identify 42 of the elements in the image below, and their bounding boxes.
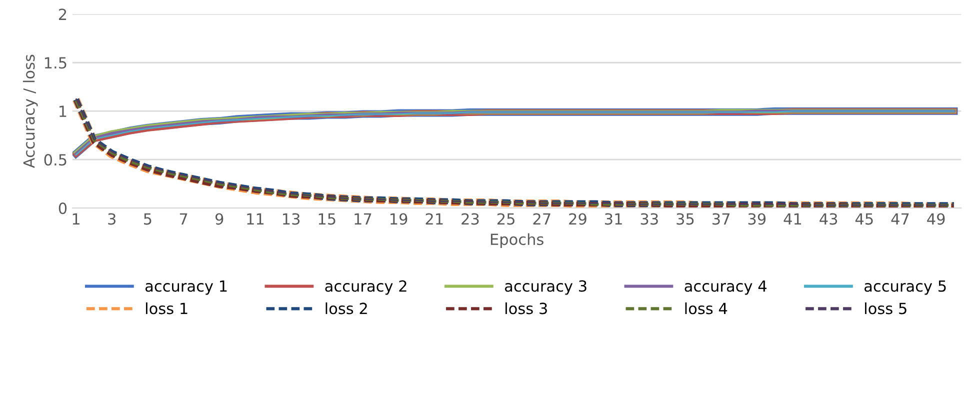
- x-tick-label: 49: [927, 213, 945, 225]
- legend-label: accuracy 2: [325, 280, 406, 295]
- x-axis-title: Epochs: [490, 233, 544, 248]
- legend-label: accuracy 1: [145, 280, 227, 295]
- x-tick-label: 43: [820, 213, 838, 225]
- x-tick-label: 7: [180, 213, 188, 225]
- x-tick-label: 13: [283, 213, 300, 225]
- x-tick-label: 45: [855, 213, 873, 225]
- x-tick-label: 39: [748, 213, 766, 225]
- x-tick-label: 15: [318, 213, 336, 225]
- x-tick-label: 11: [247, 213, 264, 225]
- x-tick-label: 31: [605, 213, 622, 225]
- legend-label: loss 3: [506, 302, 547, 314]
- y-tick-label: 0: [58, 202, 67, 214]
- x-tick-label: 25: [497, 213, 514, 225]
- y-tick-label: 1: [60, 106, 66, 117]
- x-tick-label: 1: [72, 213, 80, 225]
- legend-label: accuracy 3: [505, 280, 586, 295]
- x-tick-label: 27: [533, 213, 550, 225]
- x-tick-label: 3: [108, 213, 116, 225]
- legend-label: accuracy 4: [684, 280, 766, 295]
- x-tick-label: 37: [712, 213, 730, 225]
- x-tick-label: 9: [215, 213, 224, 225]
- x-tick-label: 35: [676, 213, 694, 225]
- legend-label: loss 4: [685, 302, 728, 314]
- y-tick-label: 1.5: [44, 57, 66, 69]
- x-tick-label: 29: [569, 213, 586, 225]
- x-tick-label: 47: [891, 213, 909, 225]
- x-tick-label: 19: [390, 213, 408, 225]
- legend-label: loss 1: [146, 302, 188, 314]
- x-tick-label: 5: [144, 213, 152, 225]
- x-tick-label: 23: [462, 213, 479, 225]
- y-tick-label: 2: [58, 8, 66, 20]
- x-tick-label: 41: [784, 213, 802, 225]
- x-tick-label: 33: [640, 213, 658, 225]
- legend-label: accuracy 5: [864, 280, 946, 295]
- legend-label: loss 5: [865, 302, 906, 314]
- y-tick-label: 0.5: [44, 154, 66, 166]
- x-tick-label: 21: [426, 213, 443, 225]
- y-axis-title: Accuracy / loss: [22, 54, 38, 168]
- legend-label: loss 2: [326, 302, 367, 314]
- x-tick-label: 17: [354, 213, 372, 225]
